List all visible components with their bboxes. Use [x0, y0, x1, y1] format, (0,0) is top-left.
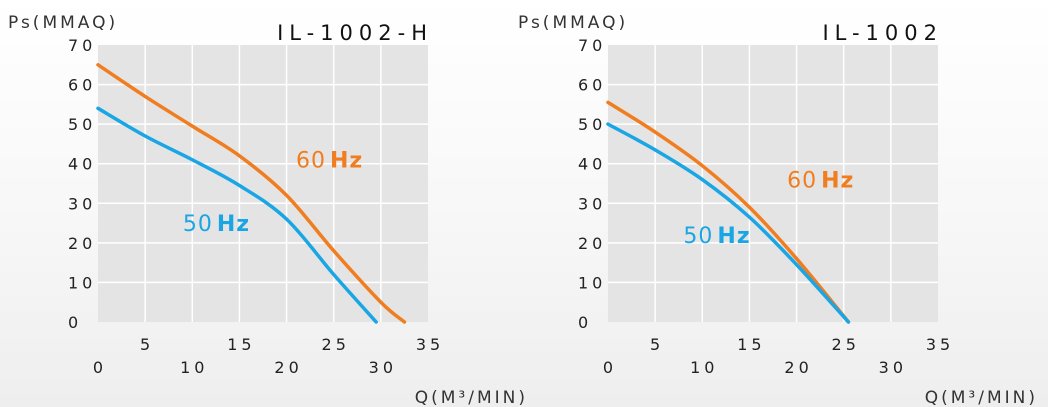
y-tick-label: 0 [578, 313, 592, 332]
y-tick-label: 30 [578, 194, 606, 213]
series-annotation: 50 Hz [683, 224, 750, 249]
series-annotation: 50 Hz [183, 212, 250, 237]
x-tick-label: 30 [879, 358, 907, 377]
x-tick-label: 35 [926, 335, 954, 354]
x-tick-label: 20 [784, 358, 812, 377]
annotation-number: 60 [296, 149, 326, 174]
x-tick-label: 5 [650, 335, 664, 354]
x-tick-label: 35 [416, 335, 444, 354]
x-tick-label: 15 [737, 335, 765, 354]
x-tick-label: 25 [832, 335, 860, 354]
x-tick-label: 20 [274, 358, 302, 377]
y-tick-label: 60 [578, 76, 606, 95]
y-tick-label: 30 [68, 194, 96, 213]
x-tick-label: 10 [180, 358, 208, 377]
chart-title: IL-1002 [822, 21, 943, 45]
chart-title: IL-1002-H [277, 21, 433, 45]
series-annotation: 60 Hz [296, 149, 363, 174]
series-line-60Hz [96, 63, 407, 324]
x-tick-label: 25 [322, 335, 350, 354]
x-tick-label: 0 [93, 358, 107, 377]
y-tick-label: 70 [578, 36, 606, 55]
annotation-number: 50 [683, 224, 713, 249]
plot-area [98, 45, 428, 322]
y-tick-label: 40 [68, 155, 96, 174]
y-tick-label: 50 [578, 115, 606, 134]
y-tick-label: 40 [578, 155, 606, 174]
x-axis-label: Q(M³/MIN) [925, 388, 1038, 407]
annotation-unit: Hz [717, 224, 750, 249]
x-axis-label: Q(M³/MIN) [415, 388, 528, 407]
series-line-50Hz [606, 122, 851, 324]
series-line-60Hz [606, 100, 851, 324]
x-tick-label: 10 [690, 358, 718, 377]
x-tick-label: 0 [603, 358, 617, 377]
series-line-50Hz [96, 106, 378, 324]
y-tick-label: 10 [68, 273, 96, 292]
y-axis-label: Ps(MMAQ) [8, 13, 118, 33]
y-tick-label: 70 [68, 36, 96, 55]
annotation-unit: Hz [217, 212, 250, 237]
annotation-unit: Hz [821, 168, 854, 193]
y-axis-label: Ps(MMAQ) [518, 13, 628, 33]
plot-area [608, 45, 938, 322]
chart-panel-2: 0 10 20 30 40 50 60 70 0 5 10 15 20 25 30 35 Ps(MMAQ) IL-… [518, 13, 1038, 407]
y-tick-label: 10 [578, 273, 606, 292]
x-tick-label: 30 [369, 358, 397, 377]
x-tick-label: 15 [227, 335, 255, 354]
annotation-unit: Hz [330, 149, 363, 174]
y-tick-label: 60 [68, 76, 96, 95]
annotation-number: 60 [787, 168, 817, 193]
annotation-number: 50 [183, 212, 213, 237]
y-tick-label: 20 [578, 234, 606, 253]
y-tick-label: 0 [68, 313, 82, 332]
y-tick-label: 50 [68, 115, 96, 134]
series-annotation: 60 Hz [787, 168, 854, 193]
y-tick-label: 20 [68, 234, 96, 253]
x-tick-label: 5 [140, 335, 154, 354]
chart-panel-1: 0 10 20 30 40 50 60 70 0 5 10 15 20 25 30 35 Ps(MMAQ) IL-… [8, 13, 528, 407]
